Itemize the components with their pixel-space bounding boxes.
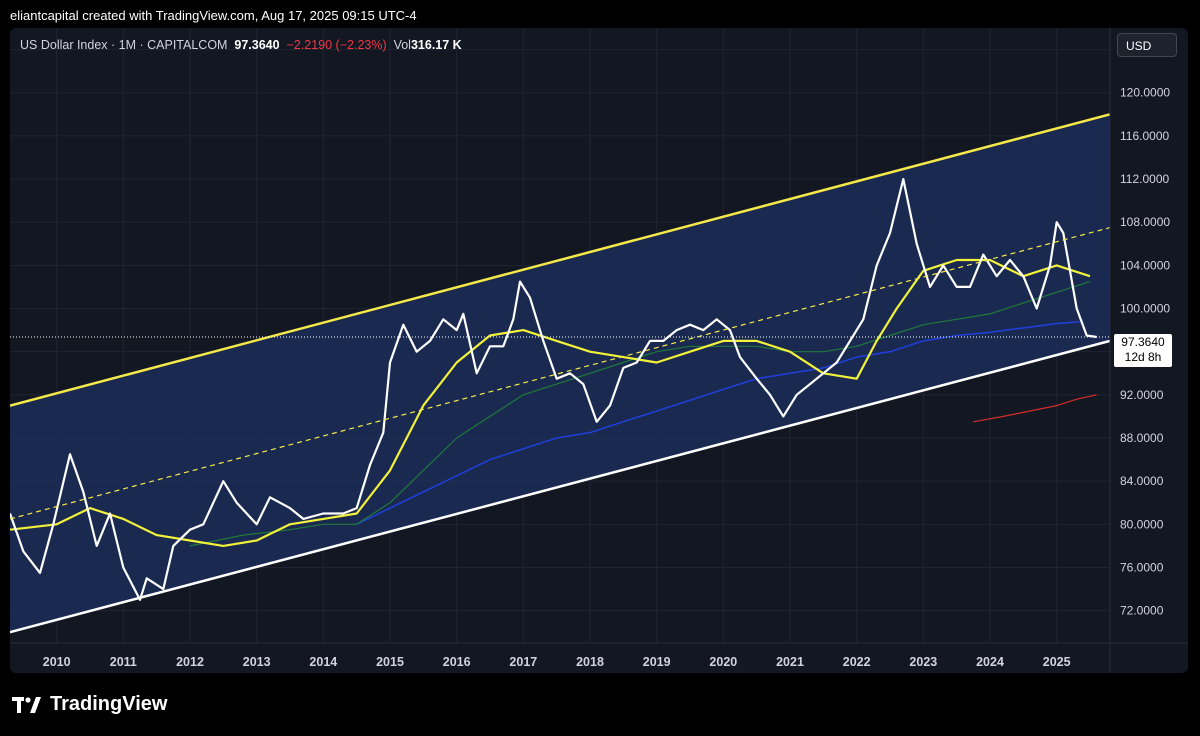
x-tick-label-11: 2021 bbox=[776, 655, 804, 669]
ma-fast-line bbox=[10, 258, 1091, 548]
x-tick-label-9: 2019 bbox=[643, 655, 671, 669]
price-line bbox=[10, 178, 1097, 601]
x-tick-label-13: 2023 bbox=[909, 655, 937, 669]
currency-button[interactable]: USD bbox=[1117, 33, 1177, 57]
y-tick-label-10: 112.0000 bbox=[1120, 172, 1169, 186]
ma-mid-line bbox=[189, 281, 1091, 547]
volume-value: 316.17 K bbox=[410, 38, 462, 52]
legend-price: 97.3640 bbox=[234, 38, 280, 52]
y-tick-label-12: 120.0000 bbox=[1120, 86, 1170, 100]
y-tick-label-5: 92.0000 bbox=[1120, 388, 1164, 402]
bar-countdown: 12d 8h bbox=[1124, 350, 1162, 364]
symbol-label: US Dollar Index · 1M · CAPITALCOM bbox=[20, 38, 228, 52]
y-tick-label-4: 88.0000 bbox=[1120, 431, 1164, 445]
channel-lower-line bbox=[10, 339, 1111, 634]
x-tick-label-12: 2022 bbox=[843, 655, 871, 669]
tradingview-logo-icon bbox=[12, 696, 41, 713]
x-tick-label-8: 2018 bbox=[576, 655, 604, 669]
ma-slow-line bbox=[356, 320, 1084, 526]
channel-upper-line bbox=[10, 113, 1111, 407]
legend-change: −2.2190 (−2.23%) bbox=[286, 38, 387, 52]
x-tick-label-2: 2012 bbox=[176, 655, 204, 669]
chart-caption: eliantcapital created with TradingView.c… bbox=[10, 8, 417, 23]
x-tick-label-10: 2020 bbox=[709, 655, 737, 669]
last-price-tag: 97.3640 12d 8h bbox=[1114, 334, 1172, 367]
x-tick-label-14: 2024 bbox=[976, 655, 1004, 669]
x-tick-label-7: 2017 bbox=[509, 655, 537, 669]
x-tick-label-6: 2016 bbox=[443, 655, 471, 669]
y-tick-label-11: 116.0000 bbox=[1120, 129, 1169, 143]
chart-panel[interactable]: 72.0000 76.0000 80.0000 84.0000 88.0000 92.00… bbox=[10, 28, 1188, 673]
y-tick-label-3: 84.0000 bbox=[1120, 474, 1164, 488]
price-chart[interactable]: 72.0000 76.0000 80.0000 84.0000 88.0000 92.00… bbox=[10, 28, 1188, 673]
y-tick-label-8: 104.0000 bbox=[1120, 258, 1170, 272]
channel-mid-line bbox=[10, 227, 1111, 520]
x-tick-label-5: 2015 bbox=[376, 655, 404, 669]
ma-long-line bbox=[973, 394, 1097, 423]
brand-name: TradingView bbox=[50, 693, 168, 715]
y-tick-label-1: 76.0000 bbox=[1120, 560, 1164, 574]
symbol-legend[interactable]: US Dollar Index · 1M · CAPITALCOM 97.364… bbox=[20, 38, 462, 52]
last-price-value: 97.3640 bbox=[1121, 335, 1165, 349]
x-tick-label-3: 2013 bbox=[243, 655, 271, 669]
y-tick-label-2: 80.0000 bbox=[1120, 517, 1164, 531]
volume-label: Vol bbox=[393, 38, 411, 52]
y-tick-label-7: 100.0000 bbox=[1120, 302, 1170, 316]
y-tick-label-9: 108.0000 bbox=[1120, 215, 1170, 229]
x-tick-label-1: 2011 bbox=[110, 655, 137, 669]
tradingview-brand: TradingView bbox=[12, 693, 167, 716]
x-tick-label-4: 2014 bbox=[309, 655, 337, 669]
x-tick-label-0: 2010 bbox=[43, 655, 71, 669]
x-tick-label-15: 2025 bbox=[1043, 655, 1071, 669]
y-tick-label-0: 72.0000 bbox=[1120, 604, 1164, 618]
